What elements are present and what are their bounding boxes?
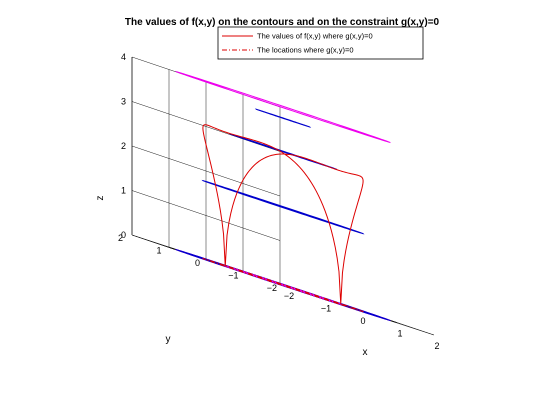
z-tick-label: 2 <box>121 141 126 151</box>
y-tick-label: 1 <box>156 246 161 256</box>
constraint-value-curve <box>202 124 364 304</box>
contour-level-3.75 <box>254 108 312 128</box>
y-axis-label: y <box>166 334 171 345</box>
z-tick-label: 0 <box>121 230 126 240</box>
chart-title: The values of f(x,y) on the contours and… <box>125 17 440 28</box>
contour-level-1.75 <box>201 179 365 235</box>
z-tick-label: 1 <box>121 186 126 196</box>
x-tick-label: 1 <box>397 329 402 339</box>
highlight-contour-top <box>175 70 391 144</box>
back-wall-grid-line-horizontal <box>131 145 281 197</box>
constraint-lines <box>202 124 364 313</box>
y-tick-label: 2 <box>118 233 123 243</box>
tick-labels: 0 1 2 3 4 −2 −1 0 1 2 −2 −1 0 1 2 <box>118 52 440 351</box>
y-tick-label: −2 <box>267 283 277 293</box>
constraint-location-curve <box>202 257 364 313</box>
y-tick-label: 0 <box>195 258 200 268</box>
legend: The values of f(x,y) where g(x,y)=0 The … <box>217 26 424 60</box>
x-tick-label: −1 <box>321 304 331 314</box>
x-tick-label: 2 <box>434 341 439 351</box>
y-tick-label: −1 <box>228 271 238 281</box>
back-wall-grid-line-horizontal <box>131 190 281 241</box>
z-axis-label: z <box>95 196 106 201</box>
z-tick-label: 4 <box>121 52 126 62</box>
z-tick-label: 3 <box>121 97 126 107</box>
legend-label-locations: The locations where g(x,y)=0 <box>257 46 354 55</box>
legend-box <box>217 26 424 60</box>
legend-label-values: The values of f(x,y) where g(x,y)=0 <box>257 32 373 41</box>
x-tick-label: −2 <box>284 291 294 301</box>
contour-lines <box>175 70 391 322</box>
x-tick-label: 0 <box>360 316 365 326</box>
x-axis-label: x <box>363 347 368 358</box>
